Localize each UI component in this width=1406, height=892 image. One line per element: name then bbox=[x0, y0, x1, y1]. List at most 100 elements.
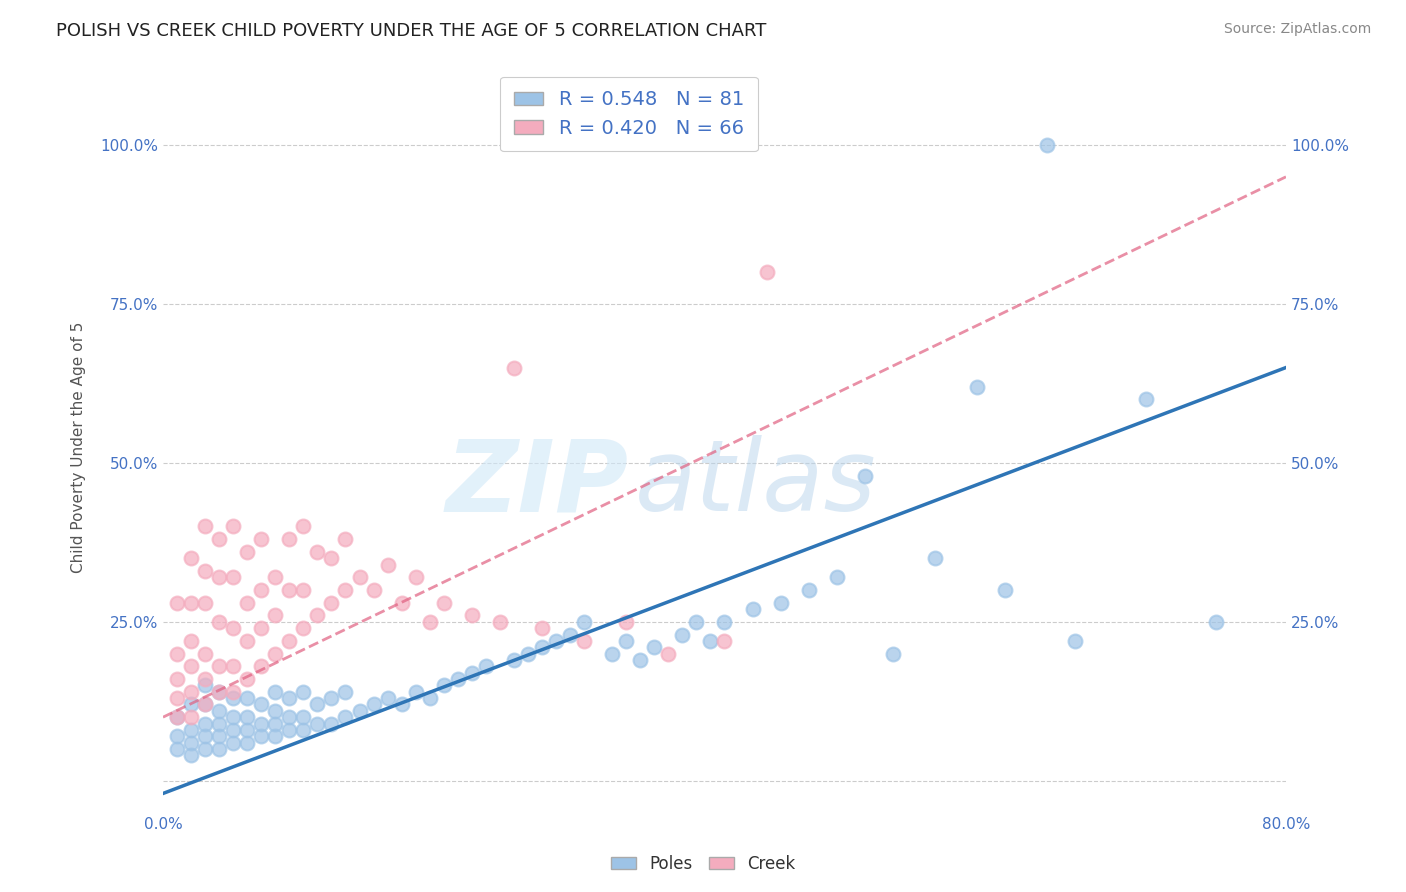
Point bbox=[685, 615, 707, 629]
Point bbox=[208, 704, 231, 718]
Point bbox=[769, 596, 792, 610]
Point bbox=[292, 723, 315, 737]
Point bbox=[292, 582, 315, 597]
Point bbox=[461, 608, 484, 623]
Point bbox=[208, 532, 231, 546]
Point bbox=[278, 710, 301, 724]
Point bbox=[180, 659, 202, 673]
Point bbox=[377, 558, 399, 572]
Point bbox=[530, 640, 553, 655]
Point bbox=[741, 602, 763, 616]
Point bbox=[166, 596, 188, 610]
Point bbox=[503, 653, 526, 667]
Point bbox=[264, 716, 287, 731]
Point bbox=[250, 582, 273, 597]
Point bbox=[194, 519, 217, 533]
Point bbox=[236, 545, 259, 559]
Point bbox=[250, 621, 273, 635]
Point bbox=[307, 545, 329, 559]
Point bbox=[166, 729, 188, 743]
Point bbox=[264, 647, 287, 661]
Point bbox=[405, 685, 427, 699]
Point bbox=[180, 698, 202, 712]
Point bbox=[278, 633, 301, 648]
Point bbox=[180, 710, 202, 724]
Point bbox=[194, 564, 217, 578]
Point bbox=[419, 691, 441, 706]
Point bbox=[335, 685, 357, 699]
Point bbox=[558, 627, 581, 641]
Point bbox=[966, 379, 988, 393]
Point bbox=[307, 698, 329, 712]
Point bbox=[530, 621, 553, 635]
Point bbox=[1135, 392, 1157, 407]
Point bbox=[321, 596, 343, 610]
Point bbox=[180, 748, 202, 763]
Point bbox=[194, 698, 217, 712]
Point bbox=[628, 653, 651, 667]
Point bbox=[643, 640, 665, 655]
Point bbox=[166, 647, 188, 661]
Point bbox=[166, 710, 188, 724]
Point bbox=[222, 519, 245, 533]
Point bbox=[194, 647, 217, 661]
Point bbox=[250, 729, 273, 743]
Point bbox=[264, 704, 287, 718]
Point bbox=[1036, 138, 1059, 153]
Point bbox=[278, 723, 301, 737]
Point bbox=[194, 672, 217, 686]
Point bbox=[671, 627, 693, 641]
Point bbox=[264, 729, 287, 743]
Point bbox=[391, 596, 413, 610]
Point bbox=[236, 736, 259, 750]
Point bbox=[208, 729, 231, 743]
Point bbox=[278, 691, 301, 706]
Point bbox=[222, 710, 245, 724]
Point bbox=[713, 633, 735, 648]
Point bbox=[222, 723, 245, 737]
Point bbox=[208, 685, 231, 699]
Text: atlas: atlas bbox=[634, 435, 876, 532]
Point bbox=[208, 685, 231, 699]
Point bbox=[222, 621, 245, 635]
Point bbox=[278, 532, 301, 546]
Point bbox=[264, 685, 287, 699]
Point bbox=[264, 608, 287, 623]
Point bbox=[321, 716, 343, 731]
Legend: Poles, Creek: Poles, Creek bbox=[605, 848, 801, 880]
Point bbox=[433, 596, 456, 610]
Point bbox=[994, 582, 1017, 597]
Point bbox=[419, 615, 441, 629]
Point bbox=[236, 672, 259, 686]
Point bbox=[517, 647, 540, 661]
Point bbox=[307, 608, 329, 623]
Point bbox=[222, 659, 245, 673]
Point bbox=[264, 570, 287, 584]
Point bbox=[544, 633, 567, 648]
Point bbox=[335, 710, 357, 724]
Point bbox=[194, 716, 217, 731]
Point bbox=[208, 659, 231, 673]
Point bbox=[853, 468, 876, 483]
Point bbox=[699, 633, 721, 648]
Point bbox=[250, 716, 273, 731]
Point bbox=[335, 582, 357, 597]
Point bbox=[292, 519, 315, 533]
Point bbox=[1064, 633, 1087, 648]
Point bbox=[208, 570, 231, 584]
Point bbox=[572, 633, 595, 648]
Point bbox=[236, 596, 259, 610]
Legend: R = 0.548   N = 81, R = 0.420   N = 66: R = 0.548 N = 81, R = 0.420 N = 66 bbox=[501, 77, 758, 152]
Point bbox=[503, 360, 526, 375]
Point bbox=[882, 647, 904, 661]
Point bbox=[363, 698, 385, 712]
Text: Source: ZipAtlas.com: Source: ZipAtlas.com bbox=[1223, 22, 1371, 37]
Point bbox=[236, 633, 259, 648]
Point bbox=[797, 582, 820, 597]
Text: POLISH VS CREEK CHILD POVERTY UNDER THE AGE OF 5 CORRELATION CHART: POLISH VS CREEK CHILD POVERTY UNDER THE … bbox=[56, 22, 766, 40]
Point bbox=[321, 551, 343, 566]
Point bbox=[180, 633, 202, 648]
Point bbox=[433, 678, 456, 692]
Point bbox=[166, 691, 188, 706]
Text: ZIP: ZIP bbox=[446, 435, 628, 532]
